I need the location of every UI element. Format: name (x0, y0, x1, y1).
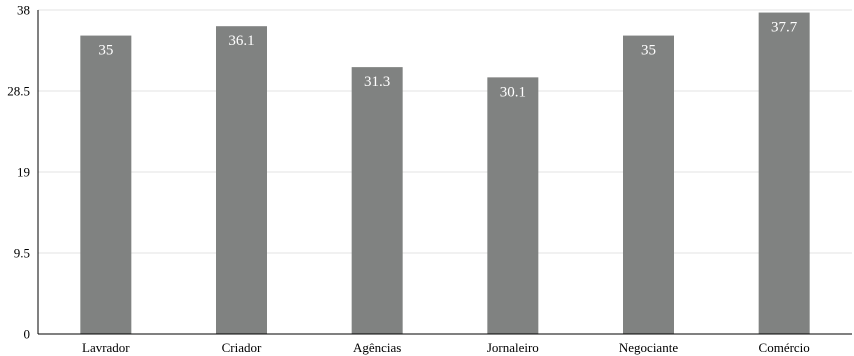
x-tick-label: Criador (222, 340, 262, 355)
bar (351, 67, 403, 334)
y-tick-label: 38 (17, 3, 30, 18)
x-tick-label: Negociante (619, 340, 678, 355)
x-tick-label: Agências (353, 340, 401, 355)
x-tick-label: Comércio (759, 340, 810, 355)
gridlines (38, 9, 852, 254)
bar (216, 26, 267, 334)
y-tick-label: 0 (24, 327, 31, 342)
bar-value-label: 35 (641, 43, 656, 59)
bars (80, 12, 810, 335)
bar (487, 77, 539, 334)
x-tick-label: Lavrador (82, 340, 130, 355)
bar (623, 35, 674, 334)
bar-value-label: 35 (98, 43, 113, 59)
bar (758, 12, 810, 335)
y-tick-label: 19 (17, 165, 30, 180)
axes (37, 10, 852, 335)
bar (80, 35, 132, 334)
bar-value-label: 30.1 (500, 84, 526, 100)
bar-value-label: 31.3 (364, 74, 390, 90)
bar-value-label: 37.7 (771, 20, 798, 36)
labels: 0 9.5 19 28.5 38 35 Lavrador 36.1 Criador 31.3 Agê… (7, 3, 810, 356)
bar-value-label: 36.1 (228, 33, 254, 49)
x-tick-label: Jornaleiro (487, 340, 539, 355)
y-tick-label: 9.5 (14, 246, 30, 261)
y-tick-label: 28.5 (7, 84, 30, 99)
